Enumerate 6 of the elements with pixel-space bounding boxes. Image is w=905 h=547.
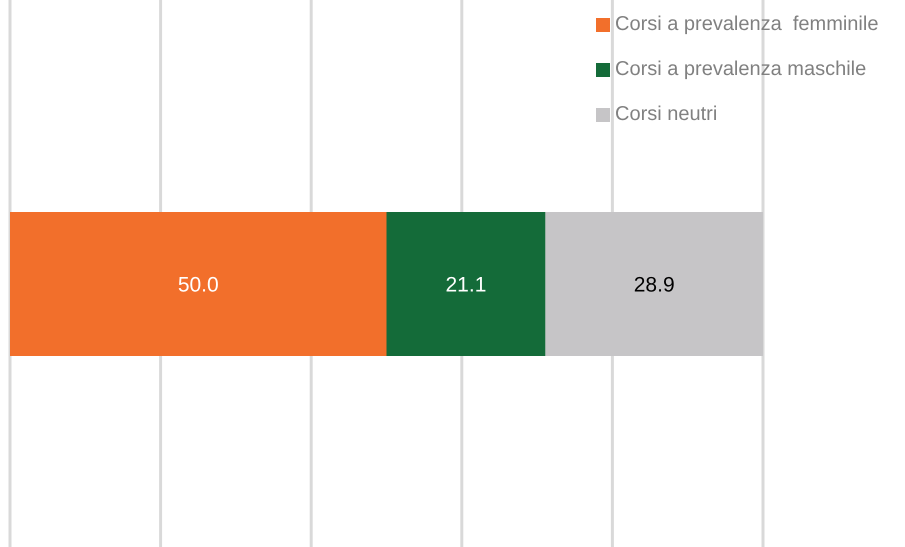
data-label: 21.1: [446, 273, 486, 296]
legend-label: Corsi a prevalenza femminile: [615, 13, 878, 36]
legend-label: Corsi a prevalenza maschile: [615, 58, 866, 81]
data-label: 28.9: [634, 273, 675, 296]
data-label: 50.0: [178, 273, 219, 296]
legend-label: Corsi neutri: [615, 103, 718, 126]
